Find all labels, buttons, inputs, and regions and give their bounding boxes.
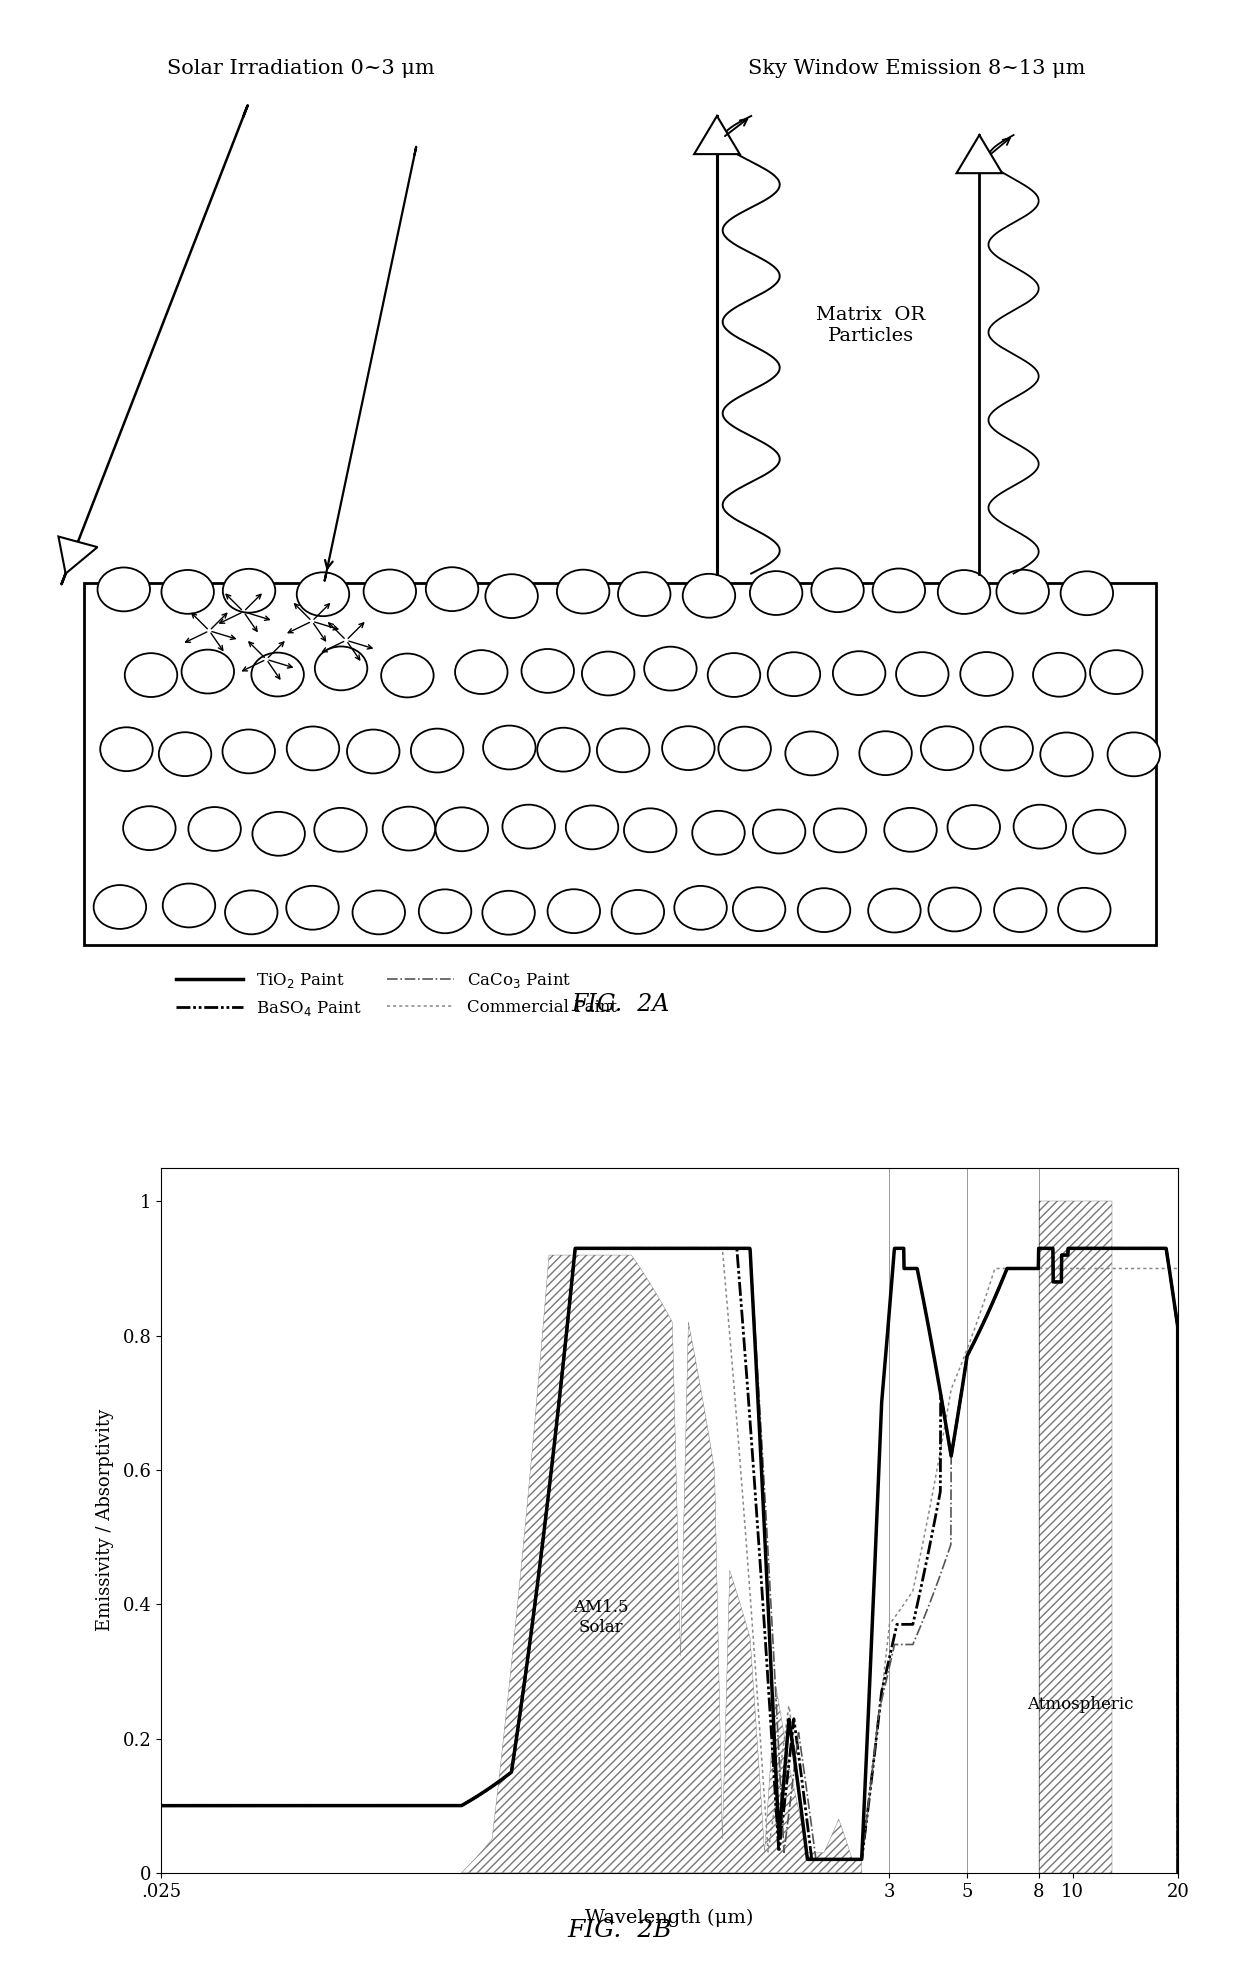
Circle shape <box>347 729 399 773</box>
Circle shape <box>960 651 1013 695</box>
Circle shape <box>162 884 216 927</box>
Circle shape <box>981 727 1033 771</box>
Circle shape <box>929 888 981 931</box>
Polygon shape <box>956 135 1002 173</box>
Text: FIG.  2B: FIG. 2B <box>568 1918 672 1942</box>
Circle shape <box>125 653 177 697</box>
Text: Matrix  OR
Particles: Matrix OR Particles <box>816 306 925 346</box>
Circle shape <box>223 568 275 612</box>
Circle shape <box>859 731 911 775</box>
Circle shape <box>485 574 538 618</box>
Circle shape <box>252 653 304 697</box>
Circle shape <box>618 572 671 616</box>
Circle shape <box>994 888 1047 931</box>
Circle shape <box>692 810 745 854</box>
Circle shape <box>1013 804 1066 848</box>
Text: Atmospheric: Atmospheric <box>1027 1696 1133 1714</box>
Circle shape <box>181 649 234 693</box>
Circle shape <box>425 568 479 612</box>
Circle shape <box>537 727 590 773</box>
Circle shape <box>352 890 405 933</box>
Y-axis label: Emissivity / Absorptivity: Emissivity / Absorptivity <box>97 1410 114 1631</box>
Circle shape <box>811 568 864 612</box>
Text: FIG.  2A: FIG. 2A <box>570 993 670 1017</box>
Circle shape <box>921 727 973 771</box>
Circle shape <box>873 568 925 612</box>
Circle shape <box>94 886 146 929</box>
Circle shape <box>222 729 275 773</box>
Circle shape <box>611 890 665 933</box>
Circle shape <box>253 812 305 856</box>
Circle shape <box>884 808 936 852</box>
Circle shape <box>582 651 635 695</box>
Circle shape <box>381 653 434 697</box>
Circle shape <box>522 649 574 693</box>
Circle shape <box>1058 888 1111 931</box>
Circle shape <box>435 808 489 852</box>
Circle shape <box>1090 649 1142 693</box>
Circle shape <box>557 570 609 614</box>
Circle shape <box>419 890 471 933</box>
Circle shape <box>296 572 350 616</box>
Circle shape <box>161 570 215 614</box>
Circle shape <box>733 888 785 931</box>
Circle shape <box>1040 733 1092 777</box>
Circle shape <box>224 890 278 933</box>
X-axis label: Wavelength (μm): Wavelength (μm) <box>585 1909 754 1926</box>
Circle shape <box>98 568 150 612</box>
Circle shape <box>383 806 435 850</box>
Circle shape <box>897 651 949 695</box>
Circle shape <box>753 810 805 854</box>
Text: Solar Irradiation 0~3 μm: Solar Irradiation 0~3 μm <box>166 60 434 77</box>
Circle shape <box>455 649 507 693</box>
Circle shape <box>548 890 600 933</box>
Circle shape <box>718 727 771 771</box>
Circle shape <box>1060 572 1114 616</box>
Circle shape <box>123 806 176 850</box>
Circle shape <box>363 570 417 614</box>
Circle shape <box>286 886 339 929</box>
Circle shape <box>484 725 536 769</box>
Circle shape <box>482 892 534 935</box>
Circle shape <box>1073 810 1126 854</box>
Circle shape <box>565 806 619 850</box>
Legend: TiO$_2$ Paint, BaSO$_4$ Paint, CaCo$_3$ Paint, Commercial Paint: TiO$_2$ Paint, BaSO$_4$ Paint, CaCo$_3$ … <box>170 965 624 1025</box>
Circle shape <box>315 647 367 691</box>
Circle shape <box>675 886 727 929</box>
Circle shape <box>868 888 920 933</box>
Circle shape <box>768 651 820 697</box>
Circle shape <box>947 804 999 848</box>
Circle shape <box>100 727 153 771</box>
Text: Sky Window Emission 8~13 μm: Sky Window Emission 8~13 μm <box>748 60 1085 77</box>
Circle shape <box>644 647 697 691</box>
Circle shape <box>708 653 760 697</box>
Circle shape <box>833 651 885 695</box>
Circle shape <box>662 727 714 771</box>
Circle shape <box>188 806 241 850</box>
Bar <box>84 584 1156 945</box>
Circle shape <box>286 727 340 771</box>
Circle shape <box>502 804 556 848</box>
Circle shape <box>683 574 735 618</box>
Circle shape <box>813 808 867 852</box>
Circle shape <box>997 570 1049 614</box>
Circle shape <box>797 888 851 931</box>
Circle shape <box>624 808 677 852</box>
Circle shape <box>785 731 838 775</box>
Circle shape <box>1107 733 1161 777</box>
Circle shape <box>750 572 802 616</box>
Circle shape <box>159 733 211 777</box>
Circle shape <box>596 729 650 773</box>
Circle shape <box>314 808 367 852</box>
Circle shape <box>1033 653 1085 697</box>
Circle shape <box>937 570 991 614</box>
Polygon shape <box>58 536 98 574</box>
Circle shape <box>410 729 464 773</box>
Text: AM1.5
Solar: AM1.5 Solar <box>573 1599 629 1636</box>
Polygon shape <box>694 115 740 155</box>
